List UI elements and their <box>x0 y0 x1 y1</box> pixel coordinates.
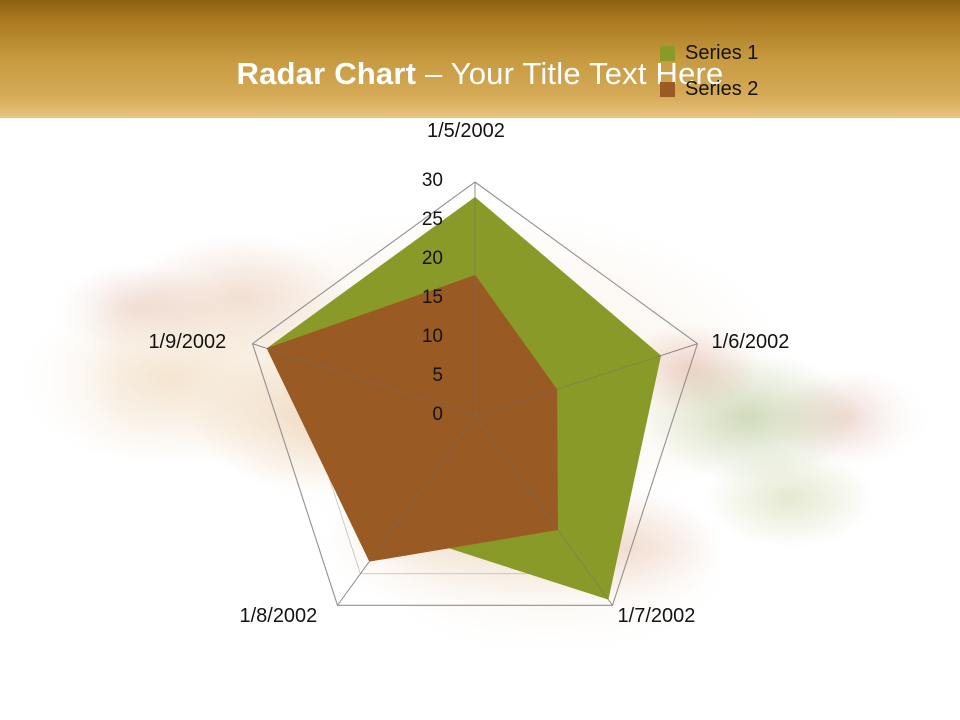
series-2-area <box>266 275 559 562</box>
category-label-1-8-2002: 1/8/2002 <box>239 605 318 628</box>
legend-label-series-1: Series 1 <box>685 41 759 64</box>
tick-label-25: 25 <box>421 209 443 230</box>
page-title-strong: Radar Chart <box>236 56 417 91</box>
chart-legend: Series 1 Series 2 <box>660 35 758 107</box>
photo-fade-right <box>850 118 960 720</box>
tick-label-15: 15 <box>421 287 443 308</box>
legend-swatch-series-2 <box>660 81 675 97</box>
legend-item-series-1[interactable]: Series 1 <box>660 35 758 71</box>
category-label-1-5-2002: 1/5/2002 <box>427 120 505 142</box>
category-label-1-7-2002: 1/7/2002 <box>617 605 696 628</box>
radar-plot <box>251 181 699 606</box>
category-label-1-6-2002: 1/6/2002 <box>711 330 790 353</box>
category-label-1-9-2002: 1/9/2002 <box>148 330 227 353</box>
tick-label-10: 10 <box>421 326 443 347</box>
tick-label-0: 0 <box>432 404 443 425</box>
radar-axis-spokes-overlay <box>252 182 698 606</box>
radar-chart: 1/5/2002 1/6/2002 1/7/2002 1/8/2002 1/9/… <box>0 118 960 720</box>
photo-fade-left <box>0 118 120 720</box>
tick-label-30: 30 <box>421 170 443 191</box>
title-bar: Radar Chart – Your Title Text Here <box>0 0 960 118</box>
legend-label-series-2: Series 2 <box>685 77 759 100</box>
page-title: Radar Chart – Your Title Text Here <box>0 56 960 92</box>
photo-fade-bottom <box>0 550 960 720</box>
legend-item-series-2[interactable]: Series 2 <box>660 71 758 107</box>
tick-label-20: 20 <box>421 248 443 269</box>
legend-swatch-series-1 <box>660 45 675 61</box>
tick-label-5: 5 <box>432 365 443 386</box>
